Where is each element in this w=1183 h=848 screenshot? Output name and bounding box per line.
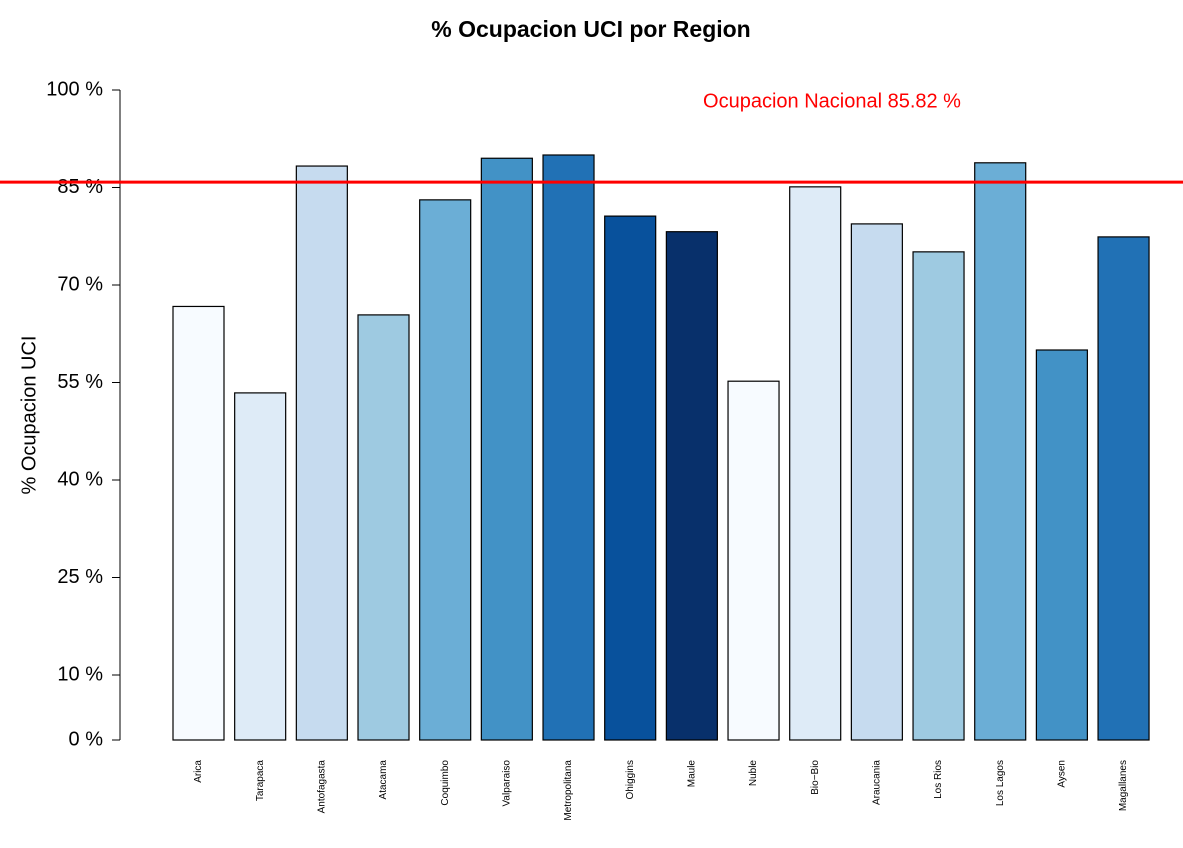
x-tick-label: Coquimbo [440, 760, 451, 806]
chart-title: % Ocupacion UCI por Region [431, 16, 750, 42]
y-tick-label: 40 % [57, 468, 103, 490]
bar [789, 186, 842, 741]
y-axis-label: % Ocupacion UCI [18, 336, 40, 495]
x-tick-label: Antofagasta [316, 760, 327, 814]
reference-label: Ocupacion Nacional 85.82 % [703, 90, 961, 112]
y-tick-label: 25 % [57, 566, 103, 588]
bar [480, 157, 533, 741]
bar [912, 251, 965, 741]
bar [357, 314, 410, 741]
y-tick-label: 10 % [57, 663, 103, 685]
x-tick-label: Maule [687, 760, 698, 788]
x-tick-label: Araucania [872, 760, 883, 805]
bar [727, 380, 780, 741]
y-tick-label: 85 % [57, 176, 103, 198]
x-tick-label: Ohiggins [625, 760, 636, 799]
y-tick-label: 100 % [46, 78, 103, 100]
bar [850, 223, 903, 741]
x-tick-label: Aysen [1057, 760, 1068, 788]
bar [234, 392, 287, 741]
bar [295, 165, 348, 741]
bar [542, 154, 595, 741]
y-tick-label: 0 % [69, 728, 104, 750]
bar [665, 231, 718, 741]
bar [604, 215, 657, 741]
bar [172, 305, 225, 741]
x-tick-label: Bio−Bio [810, 760, 821, 795]
x-tick-label: Arica [193, 760, 204, 783]
x-tick-label: Los Lagos [995, 760, 1006, 806]
y-tick-label: 70 % [57, 273, 103, 295]
bar [974, 162, 1027, 741]
bar [1035, 349, 1088, 741]
y-tick-label: 55 % [57, 371, 103, 393]
bar [419, 199, 472, 741]
x-tick-label: Metropolitana [563, 760, 574, 821]
bar [1097, 236, 1150, 741]
x-tick-label: Los Rios [933, 760, 944, 799]
x-tick-label: Nuble [748, 760, 759, 787]
x-tick-label: Valparaiso [501, 760, 512, 807]
x-tick-label: Atacama [378, 760, 389, 800]
x-tick-label: Tarapaca [255, 760, 266, 802]
x-tick-label: Magallanes [1118, 760, 1129, 811]
